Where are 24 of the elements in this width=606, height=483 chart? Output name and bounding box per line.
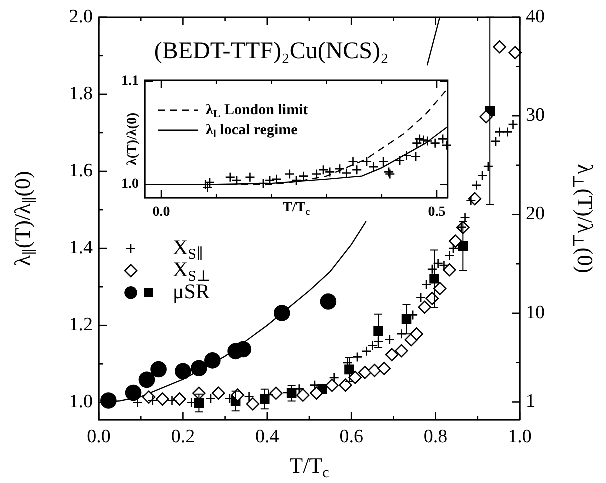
- y-tick-label: 1.4: [69, 238, 94, 259]
- y2-tick-label: 20: [526, 204, 545, 225]
- y2-tick-label: 1: [526, 391, 536, 412]
- x-tick-label: 0.0: [87, 426, 111, 448]
- y-tick-label: 1.2: [69, 314, 93, 336]
- y-tick-label: 1.8: [69, 83, 93, 104]
- x-tick-label: 0.2: [171, 426, 196, 448]
- y2-tick-label: 30: [526, 105, 545, 126]
- y2-axis-title: λ⊥(T)/λ⊥(0): [569, 164, 598, 274]
- x-tick-label: 0.8: [424, 426, 448, 448]
- x-tick-label: 0.5: [428, 205, 446, 220]
- x-tick-label: 0.6: [340, 426, 364, 448]
- y-axis-title: λ∥(T)/λ∥(0): [10, 171, 39, 266]
- y-tick-label: 1.6: [69, 160, 93, 182]
- y-tick-label: 1.0: [69, 392, 93, 413]
- y2-tick-label: 10: [526, 302, 545, 324]
- y2-tick-label: 40: [526, 6, 545, 28]
- x-tick-label: 0.4: [256, 426, 280, 448]
- y-tick-label: 1.1: [122, 74, 139, 90]
- y-axis-title: λ(T)/λ(0): [126, 112, 141, 166]
- annotation: (BEDT-TTF)₂Cu(NCS)₂: [154, 38, 389, 65]
- y-tick-label: 2.0: [69, 6, 93, 28]
- x-tick-label: 1.0: [508, 426, 532, 448]
- x-tick-label: 0.0: [152, 205, 170, 220]
